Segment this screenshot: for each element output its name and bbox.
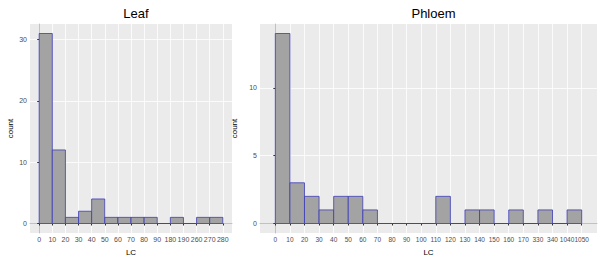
svg-text:40: 40 xyxy=(88,236,96,243)
svg-text:160: 160 xyxy=(503,236,514,243)
svg-text:20: 20 xyxy=(62,236,70,243)
svg-text:90: 90 xyxy=(153,236,161,243)
svg-text:50: 50 xyxy=(101,236,109,243)
svg-text:260: 260 xyxy=(191,236,203,243)
svg-text:20: 20 xyxy=(301,236,309,243)
svg-text:LC: LC xyxy=(126,248,136,257)
svg-text:30: 30 xyxy=(19,36,27,43)
svg-text:60: 60 xyxy=(359,236,367,243)
svg-text:10: 10 xyxy=(249,84,257,91)
svg-text:130: 130 xyxy=(460,236,471,243)
svg-text:1040: 1040 xyxy=(560,236,575,243)
svg-text:60: 60 xyxy=(114,236,122,243)
svg-text:10: 10 xyxy=(286,236,294,243)
svg-text:0: 0 xyxy=(23,220,27,227)
svg-text:LC: LC xyxy=(423,248,433,257)
svg-text:Phloem: Phloem xyxy=(411,6,455,21)
svg-text:190: 190 xyxy=(178,236,190,243)
svg-text:140: 140 xyxy=(474,236,485,243)
svg-text:70: 70 xyxy=(127,236,135,243)
svg-text:170: 170 xyxy=(518,236,529,243)
svg-text:100: 100 xyxy=(416,236,427,243)
svg-text:50: 50 xyxy=(345,236,353,243)
svg-text:0: 0 xyxy=(37,236,41,243)
svg-text:30: 30 xyxy=(315,236,323,243)
svg-text:0: 0 xyxy=(253,220,257,227)
svg-text:5: 5 xyxy=(253,152,257,159)
svg-text:80: 80 xyxy=(140,236,148,243)
svg-text:280: 280 xyxy=(217,236,229,243)
svg-text:10: 10 xyxy=(19,159,27,166)
svg-text:110: 110 xyxy=(431,236,442,243)
svg-text:20: 20 xyxy=(19,97,27,104)
svg-text:70: 70 xyxy=(374,236,382,243)
svg-text:180: 180 xyxy=(165,236,177,243)
svg-text:30: 30 xyxy=(75,236,83,243)
svg-text:count: count xyxy=(230,118,239,138)
svg-text:150: 150 xyxy=(489,236,500,243)
svg-text:340: 340 xyxy=(547,236,558,243)
svg-text:0: 0 xyxy=(274,236,278,243)
svg-text:Leaf: Leaf xyxy=(123,6,149,21)
svg-text:270: 270 xyxy=(204,236,216,243)
svg-text:1050: 1050 xyxy=(574,236,589,243)
svg-text:40: 40 xyxy=(330,236,338,243)
svg-text:90: 90 xyxy=(403,236,411,243)
svg-text:120: 120 xyxy=(445,236,456,243)
svg-text:330: 330 xyxy=(532,236,543,243)
svg-text:count: count xyxy=(6,118,15,138)
svg-text:10: 10 xyxy=(48,236,56,243)
svg-text:80: 80 xyxy=(388,236,396,243)
